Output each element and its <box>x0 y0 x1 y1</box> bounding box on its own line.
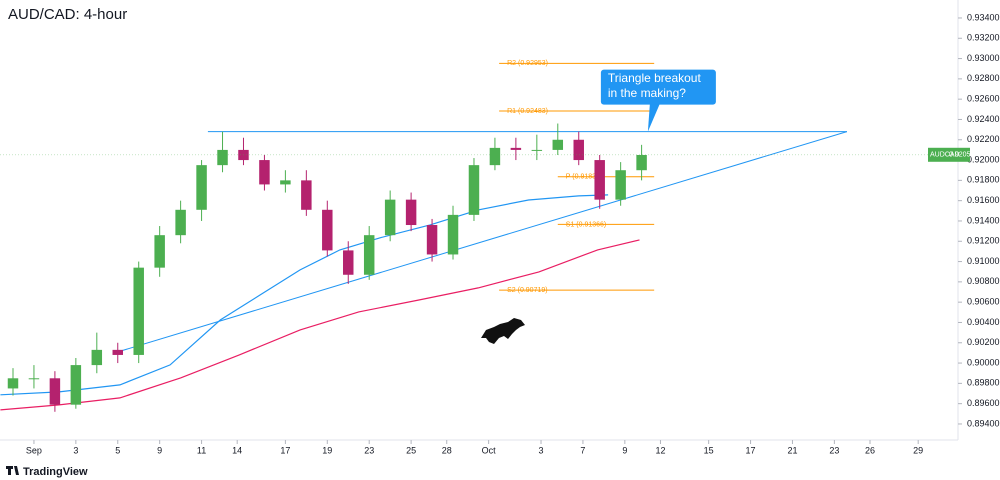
candle-body <box>552 139 564 150</box>
candle-body <box>154 235 165 268</box>
x-tick-label: 3 <box>539 445 544 455</box>
x-tick-label: Oct <box>482 445 497 455</box>
candle-body <box>112 349 123 355</box>
candle-body <box>636 154 647 171</box>
x-tick-label: 7 <box>580 445 585 455</box>
y-tick-label: 0.91600 <box>967 195 1000 205</box>
y-tick-label: 0.90000 <box>967 357 1000 367</box>
y-tick-label: 0.92000 <box>967 154 1000 164</box>
y-tick-label: 0.93000 <box>967 53 1000 63</box>
x-tick-label: 19 <box>322 445 332 455</box>
x-tick-label: 28 <box>442 445 452 455</box>
branding-logo: TradingView <box>6 466 88 478</box>
candle-body <box>426 225 438 255</box>
last-price-name: AUDCAD <box>930 152 960 159</box>
last-price-tag <box>928 147 970 162</box>
candle-body <box>615 170 626 200</box>
y-tick-label: 0.89600 <box>967 398 1000 408</box>
candle-body <box>175 209 186 236</box>
annotation-text: in the making? <box>608 86 686 100</box>
y-tick-label: 0.93400 <box>967 12 1000 22</box>
candle-body <box>343 250 354 275</box>
y-tick-label: 0.92200 <box>967 134 1000 144</box>
x-tick-label: 14 <box>232 445 242 455</box>
candle-body <box>468 165 480 215</box>
moving-average <box>0 239 640 411</box>
y-tick-label: 0.91800 <box>967 175 1000 185</box>
y-tick-label: 0.90600 <box>967 297 1000 307</box>
x-tick-label: Sep <box>26 445 42 455</box>
x-tick-label: 29 <box>913 445 923 455</box>
x-tick-label: 12 <box>655 445 665 455</box>
plot-area: R2 (0.92953) R1 (0.92483) P (0.91836) S1 (0… <box>0 60 958 412</box>
last-price-value: 0.92052 <box>949 152 974 159</box>
x-tick-label: 26 <box>865 445 875 455</box>
trendline <box>117 131 848 353</box>
candle-body <box>217 149 228 166</box>
x-tick-label: 21 <box>787 445 797 455</box>
annotation-pointer <box>647 103 660 132</box>
y-tick-label: 0.92400 <box>967 114 1000 124</box>
y-tick-label: 0.91000 <box>967 256 1000 266</box>
x-tick-label: 11 <box>197 445 206 455</box>
candle-body <box>49 378 61 405</box>
chart-title: AUD/CAD: 4-hour <box>8 6 127 23</box>
candle-body <box>7 378 19 389</box>
y-tick-label: 0.91200 <box>967 236 1000 246</box>
pivot-label: R1 (0.92483) <box>507 108 548 115</box>
x-tick-label: 9 <box>622 445 627 455</box>
x-tick-label: 5 <box>115 445 120 455</box>
candle-body <box>91 349 103 366</box>
candle-body <box>363 235 375 275</box>
pivot-label: S1 (0.91366) <box>566 221 606 228</box>
candle-body <box>573 139 584 161</box>
candle-body <box>594 160 605 200</box>
candle-body <box>405 199 417 226</box>
annotation-text: Triangle breakout <box>608 71 702 85</box>
y-tick-label: 0.90400 <box>967 317 1000 327</box>
moving-average <box>0 194 609 396</box>
x-tick-label: 23 <box>829 445 839 455</box>
y-tick-label: 0.92600 <box>967 94 1000 104</box>
candle-body <box>259 160 270 185</box>
x-tick-label: 15 <box>704 445 714 455</box>
y-tick-label: 0.89800 <box>967 378 1000 388</box>
x-tick-label: 17 <box>280 445 290 455</box>
candle-body <box>510 147 522 150</box>
candle-body <box>196 165 207 210</box>
y-tick-label: 0.92800 <box>967 73 1000 83</box>
candle-body <box>322 209 333 251</box>
annotation-box <box>600 69 716 105</box>
candle-body <box>133 267 144 355</box>
y-tick-label: 0.89400 <box>967 418 1000 428</box>
candle-body <box>489 147 501 166</box>
y-tick-label: 0.90800 <box>967 276 1000 286</box>
y-tick-label: 0.93200 <box>967 33 1000 43</box>
pivot-label: S2 (0.90719) <box>507 287 547 294</box>
pivot-label: P (0.91836) <box>566 174 602 181</box>
x-tick-label: 9 <box>157 445 162 455</box>
pivot-label: R2 (0.92953) <box>507 60 548 67</box>
logo-icon <box>6 466 19 475</box>
bull-icon <box>481 318 525 344</box>
candle-body <box>447 214 459 255</box>
candle-body <box>384 199 396 236</box>
x-tick-label: 23 <box>364 445 374 455</box>
candle-body <box>28 378 40 380</box>
x-tick-label: 3 <box>73 445 78 455</box>
candle-body <box>280 180 291 185</box>
candle-body <box>301 180 312 210</box>
candle-body <box>70 365 82 405</box>
x-tick-label: 17 <box>746 445 756 455</box>
x-tick-label: 25 <box>406 445 416 455</box>
y-tick-label: 0.90200 <box>967 337 1000 347</box>
y-tick-label: 0.91400 <box>967 215 1000 225</box>
branding: TradingView <box>23 466 88 478</box>
candle-body <box>531 149 543 151</box>
